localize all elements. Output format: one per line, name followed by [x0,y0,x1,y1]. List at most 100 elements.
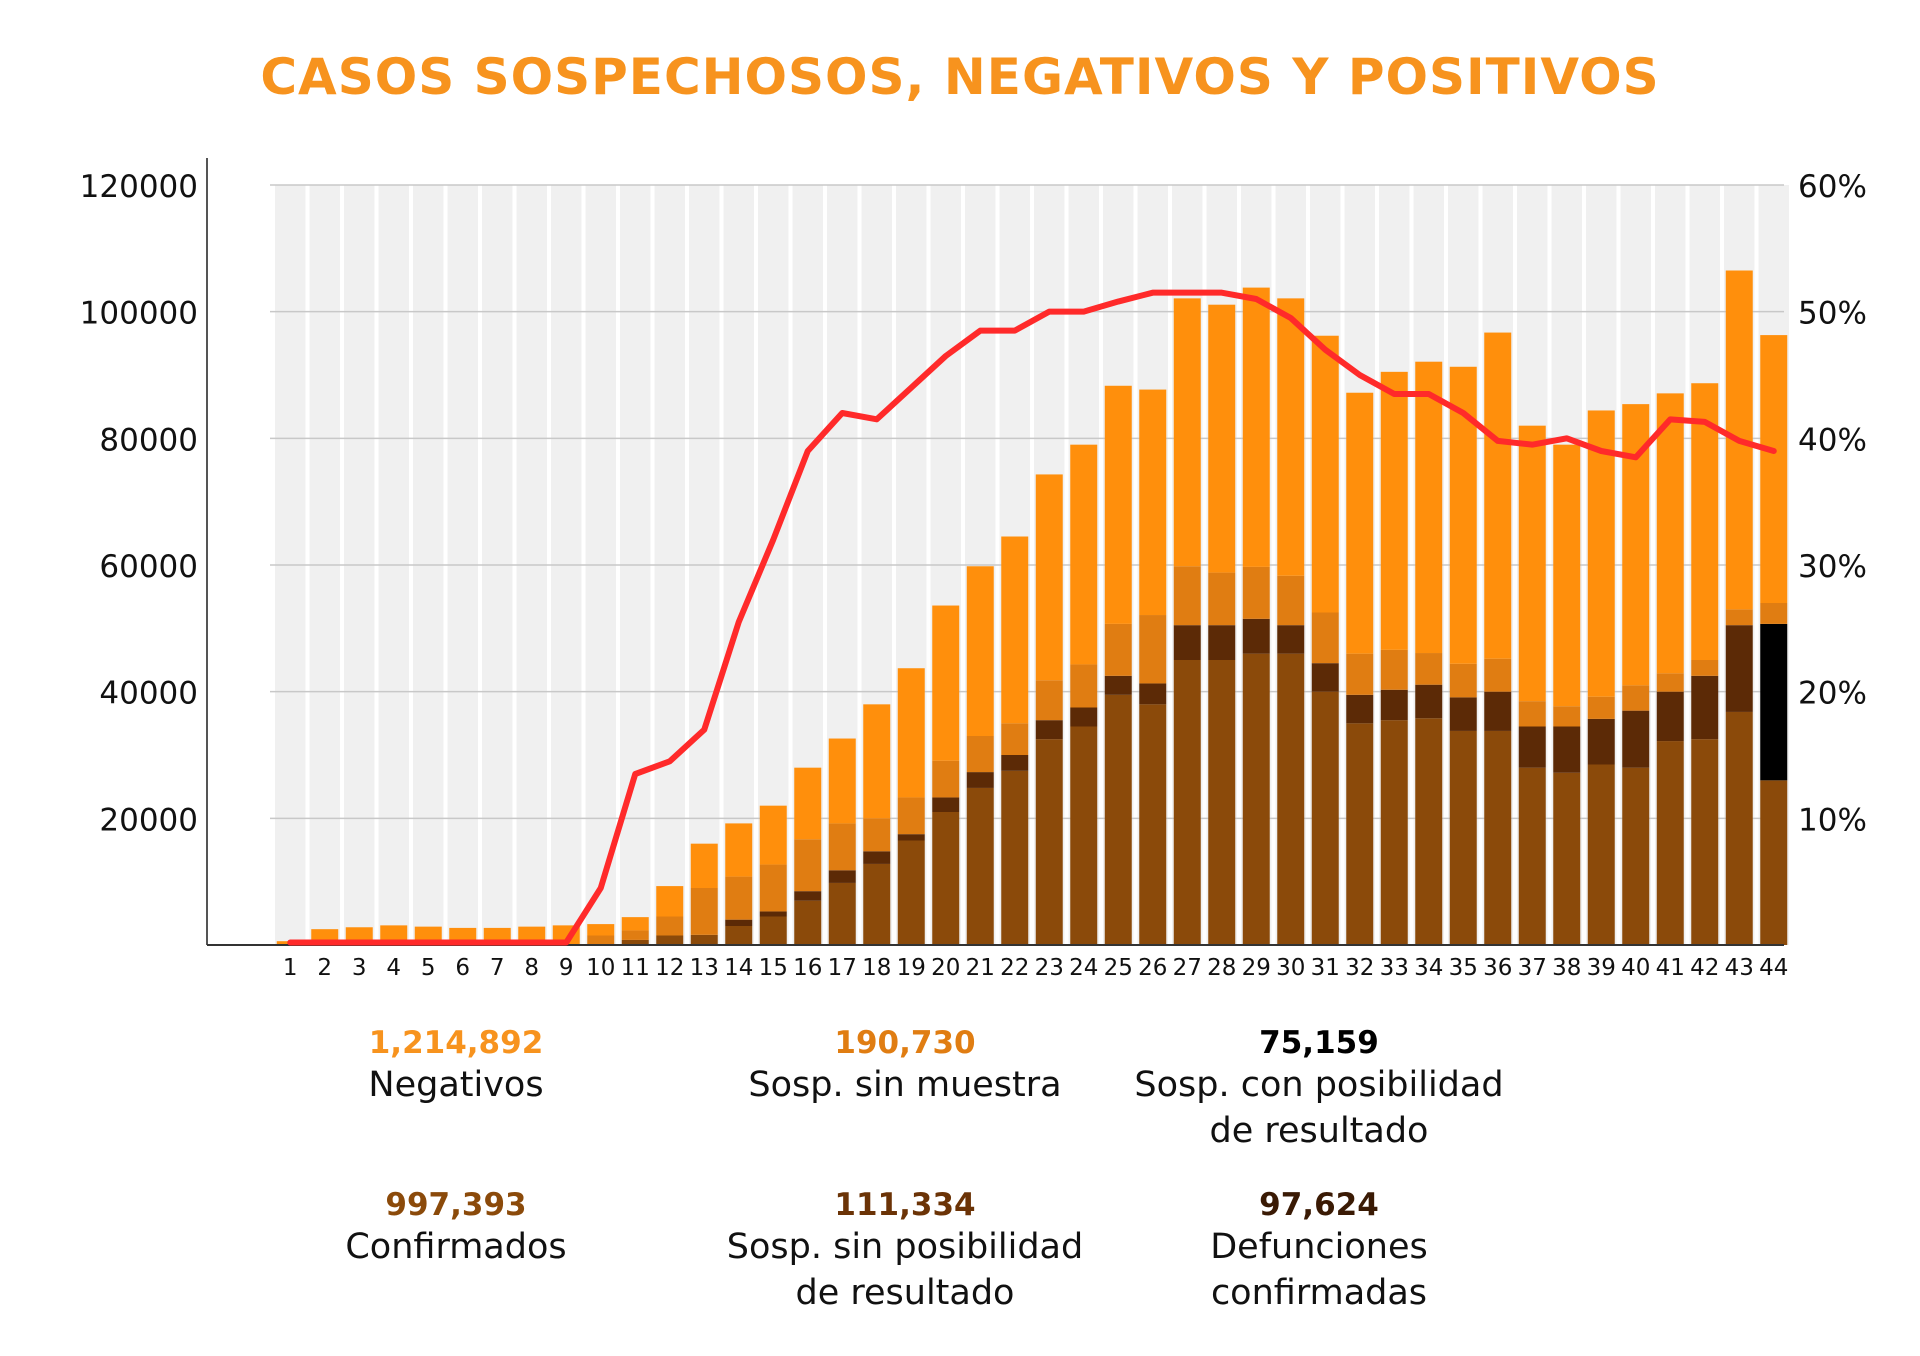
bar-sosp-sin-muestra-35 [1449,663,1477,698]
bar-sosp-sin-muestra-37 [1518,701,1546,727]
bar-negativos-37 [1518,425,1546,702]
x-tick-label: 1 [283,955,298,981]
bar-sosp-con-posibilidad-de-resultado-44 [1760,623,1788,781]
bar-confirmados-26 [1139,704,1167,945]
bar-negativos-17 [828,738,856,824]
bar-sosp-sin-muestra-11 [621,930,649,940]
bar-confirmados-27 [1173,660,1201,945]
x-tick-label: 38 [1552,955,1581,981]
bar-negativos-36 [1484,332,1512,659]
y-tick-label: 80000 [99,422,198,458]
bar-sosp-sin-posibilidad-de-resultado-19 [897,834,925,841]
bar-confirmados-40 [1622,767,1650,945]
bar-confirmados-31 [1311,691,1339,945]
bar-negativos-23 [1035,474,1063,681]
x-tick-label: 41 [1656,955,1685,981]
x-tick-label: 31 [1311,955,1340,981]
bar-negativos-41 [1656,393,1684,674]
bar-negativos-33 [1380,371,1408,650]
bar-sosp-sin-posibilidad-de-resultado-23 [1035,720,1063,740]
x-tick-label: 7 [490,955,505,981]
x-tick-label: 10 [586,955,615,981]
bar-sosp-sin-muestra-17 [828,823,856,871]
y2-tick-label: 30% [1798,549,1867,585]
stat-con-posibilidad-label: Sosp. con posibilidad de resultado [1134,1065,1504,1151]
bar-sosp-sin-muestra-38 [1553,706,1581,727]
y-tick-label: 20000 [99,802,198,838]
bar-sosp-sin-muestra-14 [725,876,753,920]
bar-confirmados-20 [932,812,960,945]
stat-sin-muestra-value: 190,730 [834,1025,976,1061]
x-tick-label: 30 [1276,955,1305,981]
bar-confirmados-14 [725,926,753,945]
bar-sosp-sin-muestra-27 [1173,566,1201,626]
bar-sosp-sin-muestra-20 [932,760,960,798]
x-tick-label: 44 [1759,955,1788,981]
bar-negativos-15 [759,805,787,865]
bar-sosp-sin-posibilidad-de-resultado-17 [828,870,856,883]
x-tick-label: 20 [931,955,960,981]
bar-negativos-14 [725,823,753,877]
bar-confirmados-35 [1449,730,1477,945]
bar-sosp-sin-muestra-13 [690,888,718,935]
stat-con-posibilidad: 75,159 Sosp. con posibilidad de resultad… [1079,1024,1559,1154]
bar-confirmados-19 [897,840,925,945]
bar-confirmados-17 [828,882,856,945]
x-tick-label: 35 [1449,955,1478,981]
bar-confirmados-13 [690,934,718,945]
bar-sosp-sin-muestra-22 [1001,723,1029,755]
bar-sosp-sin-muestra-18 [863,818,891,852]
bar-confirmados-24 [1070,726,1098,945]
bar-sosp-sin-posibilidad-de-resultado-34 [1415,684,1443,719]
bar-negativos-30 [1277,298,1305,576]
stat-con-posibilidad-value: 75,159 [1259,1025,1379,1061]
bar-sosp-sin-posibilidad-de-resultado-14 [725,919,753,926]
x-tick-label: 25 [1104,955,1133,981]
bar-negativos-34 [1415,361,1443,654]
x-tick-label: 26 [1138,955,1167,981]
bar-sosp-sin-muestra-10 [587,935,615,945]
bar-negativos-32 [1346,392,1374,654]
x-tick-label: 5 [421,955,436,981]
bar-sosp-sin-posibilidad-de-resultado-39 [1587,718,1615,765]
bar-negativos-29 [1242,287,1270,567]
bar-sosp-sin-muestra-36 [1484,658,1512,692]
bar-confirmados-30 [1277,653,1305,945]
y-tick-label: 120000 [80,169,198,205]
bar-sosp-sin-muestra-25 [1104,623,1132,676]
x-tick-label: 40 [1621,955,1650,981]
bar-sosp-sin-muestra-41 [1656,673,1684,692]
bar-sosp-sin-posibilidad-de-resultado-30 [1277,625,1305,654]
bar-negativos-19 [897,668,925,798]
bar-confirmados-29 [1242,653,1270,945]
bar-confirmados-28 [1208,660,1236,945]
x-tick-label: 8 [524,955,539,981]
bar-sosp-sin-muestra-32 [1346,653,1374,695]
y2-tick-label: 20% [1798,676,1867,712]
x-tick-label: 13 [690,955,719,981]
bar-confirmados-32 [1346,723,1374,945]
chart-title: CASOS SOSPECHOSOS, NEGATIVOS Y POSITIVOS [260,48,1660,106]
bar-confirmados-25 [1104,694,1132,945]
x-tick-label: 9 [559,955,574,981]
x-tick-label: 3 [352,955,367,981]
bar-sosp-sin-posibilidad-de-resultado-40 [1622,710,1650,768]
y-tick-label: 100000 [80,296,198,332]
bar-sosp-sin-muestra-30 [1277,575,1305,626]
bar-sosp-sin-posibilidad-de-resultado-42 [1691,675,1719,740]
x-tick-label: 22 [1000,955,1029,981]
bar-sosp-sin-posibilidad-de-resultado-15 [759,911,787,917]
bar-sosp-sin-muestra-23 [1035,680,1063,721]
bar-negativos-18 [863,704,891,819]
bar-sosp-sin-muestra-16 [794,839,822,892]
x-tick-label: 14 [724,955,753,981]
bar-sosp-sin-posibilidad-de-resultado-41 [1656,691,1684,742]
bar-confirmados-41 [1656,741,1684,945]
bar-sosp-sin-muestra-26 [1139,615,1167,684]
y-tick-label: 60000 [99,549,198,585]
bar-confirmados-43 [1725,711,1753,945]
bar-sosp-sin-posibilidad-de-resultado-38 [1553,726,1581,773]
bar-negativos-20 [932,605,960,761]
bar-sosp-sin-posibilidad-de-resultado-37 [1518,726,1546,768]
bar-negativos-13 [690,843,718,888]
